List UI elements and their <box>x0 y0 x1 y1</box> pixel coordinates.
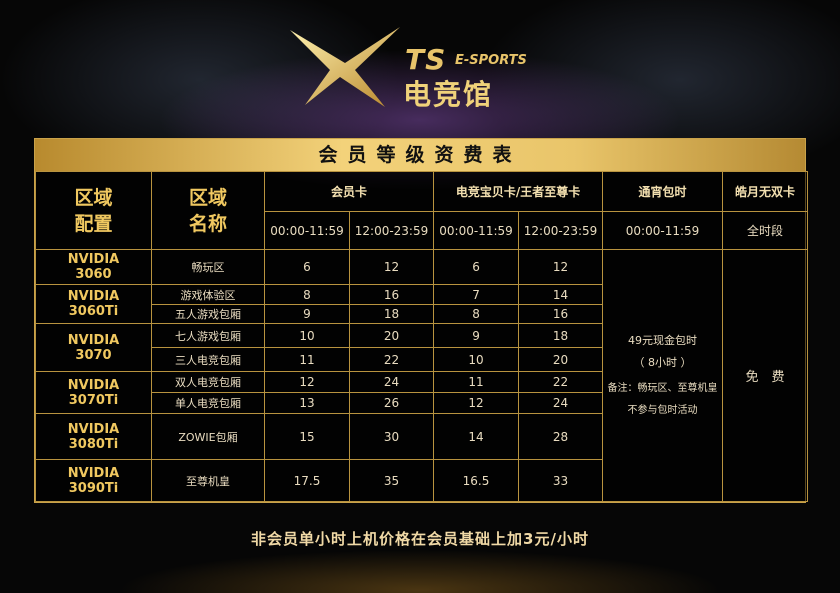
page-title: 会员等级资费表 <box>35 139 805 171</box>
baby-price-pm: 14 <box>518 284 604 305</box>
zone-name: 三人电竞包厢 <box>151 347 265 372</box>
price-board: 会员等级资费表 区域 配置 区域 名称 会员卡 电竞宝贝卡/王者至尊卡 通宵包时… <box>34 138 809 503</box>
overnight-offer: 49元现金包时 （ 8小时 ） 备注：畅玩区、至尊机皇 不参与包时活动 <box>602 249 724 502</box>
logo: TS E-SPORTS 电竞馆 <box>285 25 555 111</box>
header-time: 全时段 <box>722 211 809 250</box>
baby-price-am: 8 <box>433 304 520 324</box>
gpu-config: NVIDIA 3060 <box>35 249 152 285</box>
member-price-pm: 35 <box>348 459 435 502</box>
table-row: 三人电竞包厢 11 22 10 20 <box>36 347 808 372</box>
member-price-pm: 12 <box>348 249 435 285</box>
baby-price-am: 16.5 <box>433 459 520 502</box>
footer-note: 非会员单小时上机价格在会员基础上加3元/小时 <box>251 530 589 548</box>
table-row: NVIDIA 3070 七人游戏包厢 10 20 9 18 <box>35 323 808 372</box>
table-row: NVIDIA 3060 畅玩区 6 12 6 12 49元现金包时（ 8小时 ）备注：畅玩区… <box>35 249 809 502</box>
baby-price-am: 11 <box>433 371 520 393</box>
member-price-pm: 30 <box>348 413 435 460</box>
baby-price-pm: 18 <box>518 323 604 348</box>
overnight-hours: （ 8小时 ） <box>633 355 692 369</box>
zone-name: 五人游戏包厢 <box>151 304 265 324</box>
baby-price-pm: 22 <box>518 371 604 393</box>
header-time: 00:00-11:59 <box>602 211 724 250</box>
table-row: NVIDIA 3080Ti ZOWIE包厢 15 30 14 28 <box>35 413 808 460</box>
baby-price-am: 12 <box>433 392 520 414</box>
member-price-pm: 22 <box>348 347 435 372</box>
price-table: 区域 配置 区域 名称 会员卡 电竞宝贝卡/王者至尊卡 通宵包时 皓月无双卡 0… <box>35 171 809 502</box>
member-price-pm: 24 <box>348 371 435 393</box>
member-price-am: 13 <box>264 392 350 414</box>
header-time: 12:00-23:59 <box>518 211 604 250</box>
header-overnight: 通宵包时 <box>602 171 724 212</box>
member-price-am: 6 <box>264 249 350 285</box>
logo-cn: 电竞馆 <box>403 78 494 111</box>
logo-sub: E-SPORTS <box>455 53 527 68</box>
header-config: 区域 配置 <box>35 171 152 250</box>
x-logo-icon <box>290 27 400 107</box>
baby-price-am: 10 <box>433 347 520 372</box>
header-moon-card: 皓月无双卡 <box>722 171 809 212</box>
moon-card-free: 免 费 <box>722 249 809 502</box>
zone-name: 双人电竞包厢 <box>151 371 265 393</box>
baby-price-pm: 28 <box>518 413 604 460</box>
table-row: NVIDIA 3090Ti 至尊机皇 17.5 35 16.5 33 <box>35 459 808 502</box>
header-time: 00:00-11:59 <box>433 211 520 250</box>
zone-name: 畅玩区 <box>151 249 265 285</box>
member-price-am: 17.5 <box>264 459 350 502</box>
header-time: 12:00-23:59 <box>348 211 435 250</box>
member-price-pm: 20 <box>348 323 435 348</box>
baby-price-am: 7 <box>433 284 520 305</box>
member-price-am: 10 <box>264 323 350 348</box>
header-baby-card: 电竞宝贝卡/王者至尊卡 <box>433 171 604 212</box>
table-row: 单人电竞包厢 13 26 12 24 <box>36 392 808 414</box>
overnight-price: 49元现金包时 <box>628 333 698 347</box>
member-price-pm: 18 <box>348 304 435 324</box>
baby-price-pm: 16 <box>518 304 604 324</box>
zone-name: 至尊机皇 <box>151 459 265 502</box>
header-zone: 区域 名称 <box>151 171 265 250</box>
zone-name: 单人电竞包厢 <box>151 392 265 414</box>
baby-price-pm: 20 <box>518 347 604 372</box>
baby-price-pm: 24 <box>518 392 604 414</box>
header-time: 00:00-11:59 <box>264 211 350 250</box>
member-price-am: 11 <box>264 347 350 372</box>
member-price-am: 15 <box>264 413 350 460</box>
baby-price-pm: 12 <box>518 249 604 285</box>
member-price-am: 9 <box>264 304 350 324</box>
member-price-pm: 26 <box>348 392 435 414</box>
baby-price-am: 14 <box>433 413 520 460</box>
gpu-config: NVIDIA 3070Ti <box>35 371 152 414</box>
table-row: 五人游戏包厢 9 18 8 16 <box>36 304 808 324</box>
overnight-note2: 不参与包时活动 <box>627 404 698 416</box>
zone-name: ZOWIE包厢 <box>151 413 265 460</box>
gpu-config: NVIDIA 3060Ti <box>35 284 152 324</box>
member-price-am: 8 <box>264 284 350 305</box>
header-member-card: 会员卡 <box>263 171 435 212</box>
member-price-pm: 16 <box>348 284 435 305</box>
member-price-am: 12 <box>264 371 350 393</box>
gpu-config: NVIDIA 3070 <box>35 323 152 372</box>
overnight-note1: 备注：畅玩区、至尊机皇 <box>607 382 718 394</box>
gpu-config: NVIDIA 3080Ti <box>35 413 152 460</box>
baby-price-pm: 33 <box>518 459 604 502</box>
zone-name: 七人游戏包厢 <box>151 323 265 348</box>
zone-name: 游戏体验区 <box>151 284 265 305</box>
table-row: NVIDIA 3060Ti 游戏体验区 8 16 7 14 <box>35 284 808 324</box>
gpu-config: NVIDIA 3090Ti <box>35 459 152 502</box>
baby-price-am: 9 <box>433 323 520 348</box>
baby-price-am: 6 <box>433 249 520 285</box>
logo-brand: TS <box>405 43 447 76</box>
